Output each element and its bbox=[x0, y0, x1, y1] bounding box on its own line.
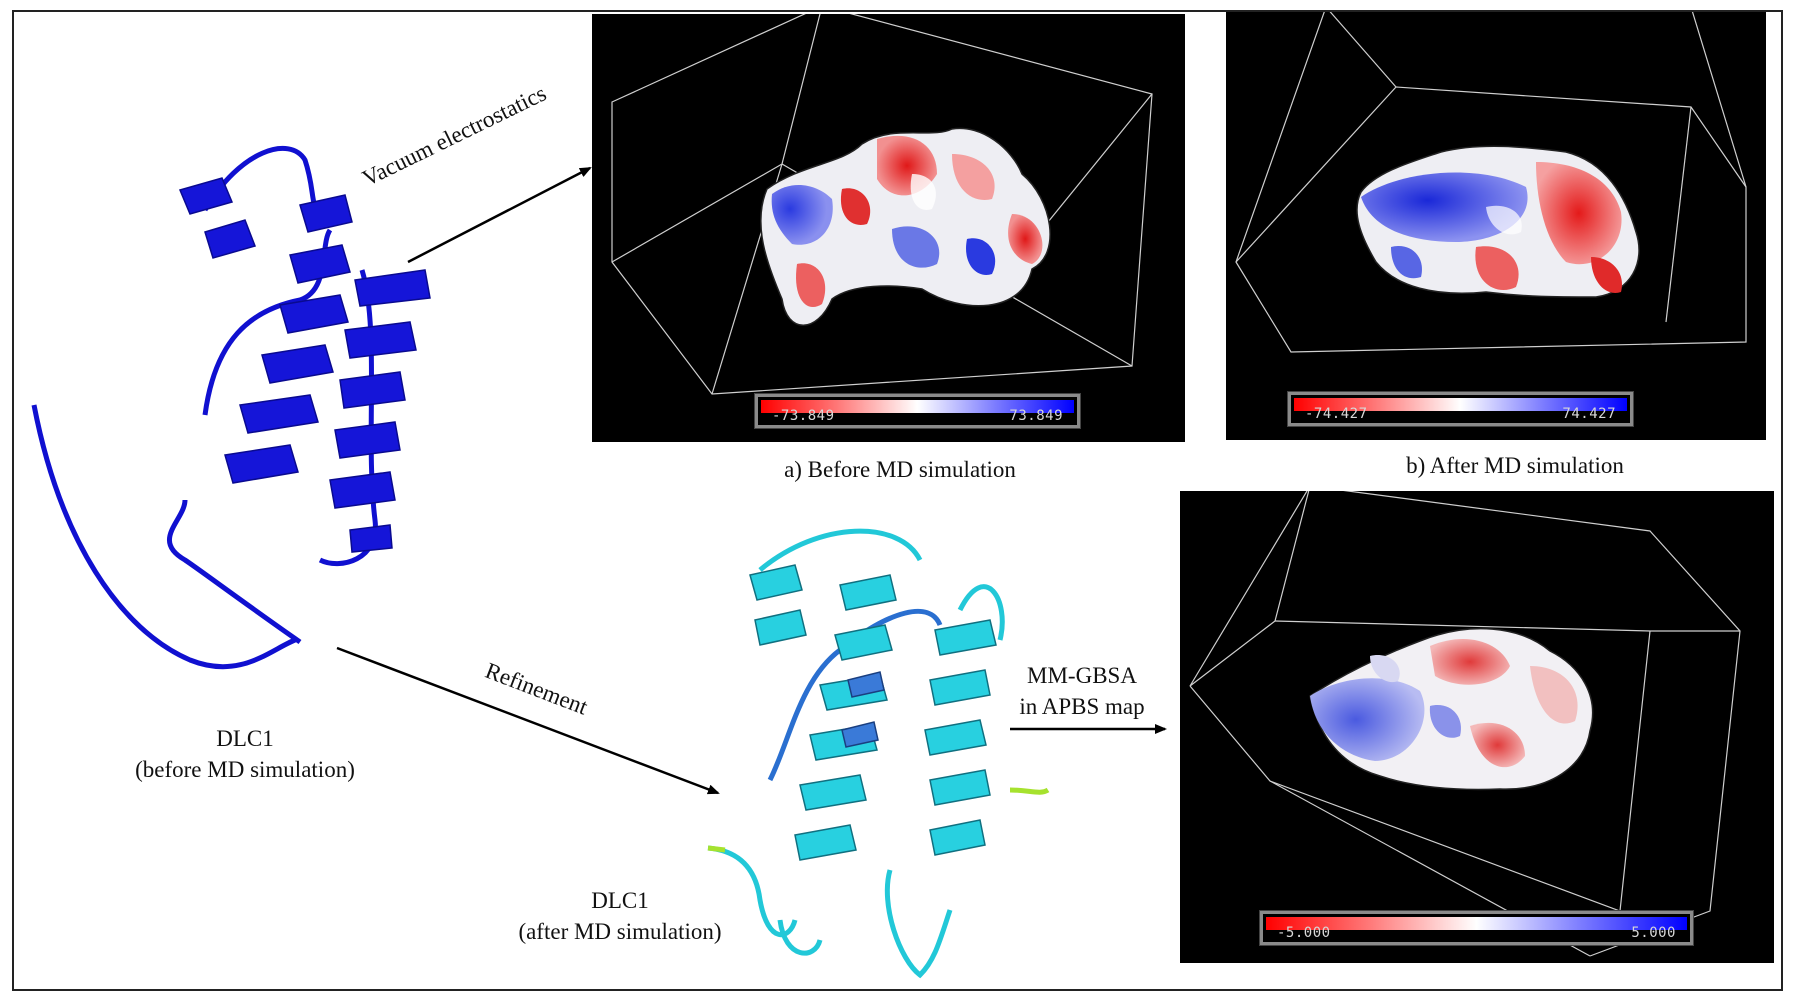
molecular-surface bbox=[1356, 145, 1640, 298]
color-scale-bar: -74.427 74.427 bbox=[1287, 391, 1634, 427]
caption-a: a) Before MD simulation bbox=[784, 457, 1016, 482]
label-dlc1-before-name: DLC1 bbox=[216, 726, 274, 751]
scale-max-value: 73.849 bbox=[1009, 408, 1063, 424]
label-mmgbsa: MM-GBSA in APBS map bbox=[1002, 660, 1162, 722]
molecular-surface bbox=[760, 127, 1051, 326]
label-dlc1-before-state: (before MD simulation) bbox=[135, 757, 355, 782]
scale-max-value: 5.000 bbox=[1631, 925, 1676, 941]
scale-max-value: 74.427 bbox=[1562, 406, 1616, 422]
caption-b: b) After MD simulation bbox=[1406, 453, 1624, 478]
surface-render-after bbox=[1235, 12, 1747, 353]
scale-min-value: -74.427 bbox=[1305, 406, 1368, 422]
label-dlc1-after-state: (after MD simulation) bbox=[518, 919, 722, 944]
arrow-refinement bbox=[336, 646, 720, 795]
arrow-vacuum-electrostatics bbox=[407, 166, 592, 264]
scale-min-value: -73.849 bbox=[772, 408, 835, 424]
label-dlc1-after: DLC1 (after MD simulation) bbox=[488, 885, 752, 947]
electrostatic-map-mmgbsa: -5.000 5.000 bbox=[1180, 491, 1774, 963]
surface-render-before bbox=[611, 14, 1153, 395]
molecular-surface bbox=[1309, 627, 1594, 791]
protein-ribbon-after bbox=[707, 528, 1050, 979]
color-gradient bbox=[1266, 917, 1687, 930]
figure-frame bbox=[12, 10, 1783, 991]
label-dlc1-after-name: DLC1 bbox=[591, 888, 649, 913]
color-scale-bar: -73.849 73.849 bbox=[754, 393, 1081, 429]
scale-min-value: -5.000 bbox=[1277, 925, 1331, 941]
bounding-box bbox=[1235, 12, 1747, 353]
label-mmgbsa-line2: in APBS map bbox=[1019, 694, 1145, 719]
electrostatic-map-after: -74.427 74.427 bbox=[1226, 12, 1766, 440]
color-gradient bbox=[1294, 398, 1627, 411]
electrostatic-map-before: -73.849 73.849 bbox=[592, 14, 1185, 442]
label-mmgbsa-line1: MM-GBSA bbox=[1027, 663, 1137, 688]
color-scale-bar: -5.000 5.000 bbox=[1259, 910, 1694, 946]
surface-render-mmgbsa bbox=[1189, 491, 1741, 957]
protein-ribbon-before bbox=[31, 145, 431, 670]
color-gradient bbox=[761, 400, 1074, 413]
label-dlc1-before: DLC1 (before MD simulation) bbox=[110, 723, 380, 785]
